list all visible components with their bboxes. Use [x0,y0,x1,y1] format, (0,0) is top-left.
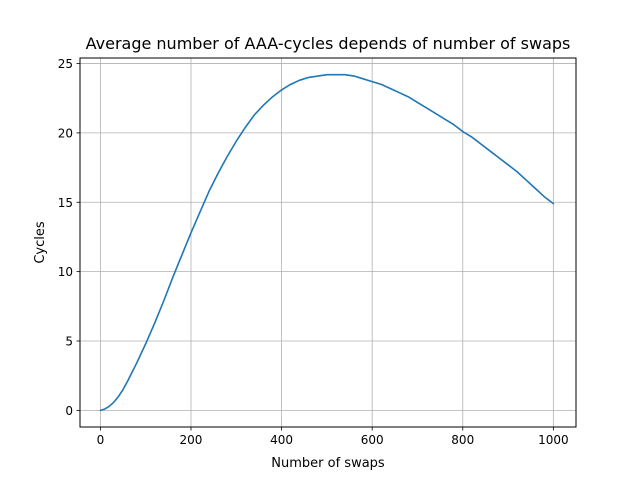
x-tick-label: 0 [97,433,105,447]
x-axis-ticks: 0 200 400 600 800 1000 [97,427,569,447]
x-axis-label: Number of swaps [271,456,385,471]
x-tick-label: 200 [180,433,203,447]
x-tick-label: 600 [361,433,384,447]
plot-area-frame [79,57,577,428]
y-tick-label: 0 [65,404,73,418]
x-tick-label: 800 [451,433,474,447]
y-tick-label: 25 [58,57,73,71]
chart-title: Average number of AAA-cycles depends of … [86,34,571,53]
series-layer [99,73,555,412]
y-axis-label: Cycles [33,221,48,264]
grid-lines [80,58,576,427]
x-tick-label: 1000 [538,433,569,447]
series-line-0 [99,73,555,412]
y-tick-label: 20 [58,126,73,140]
y-axis-ticks: 0 5 10 15 20 25 [58,57,80,418]
y-tick-label: 5 [65,334,73,348]
y-tick-label: 15 [58,196,73,210]
y-tick-label: 10 [58,265,73,279]
x-tick-label: 400 [270,433,293,447]
